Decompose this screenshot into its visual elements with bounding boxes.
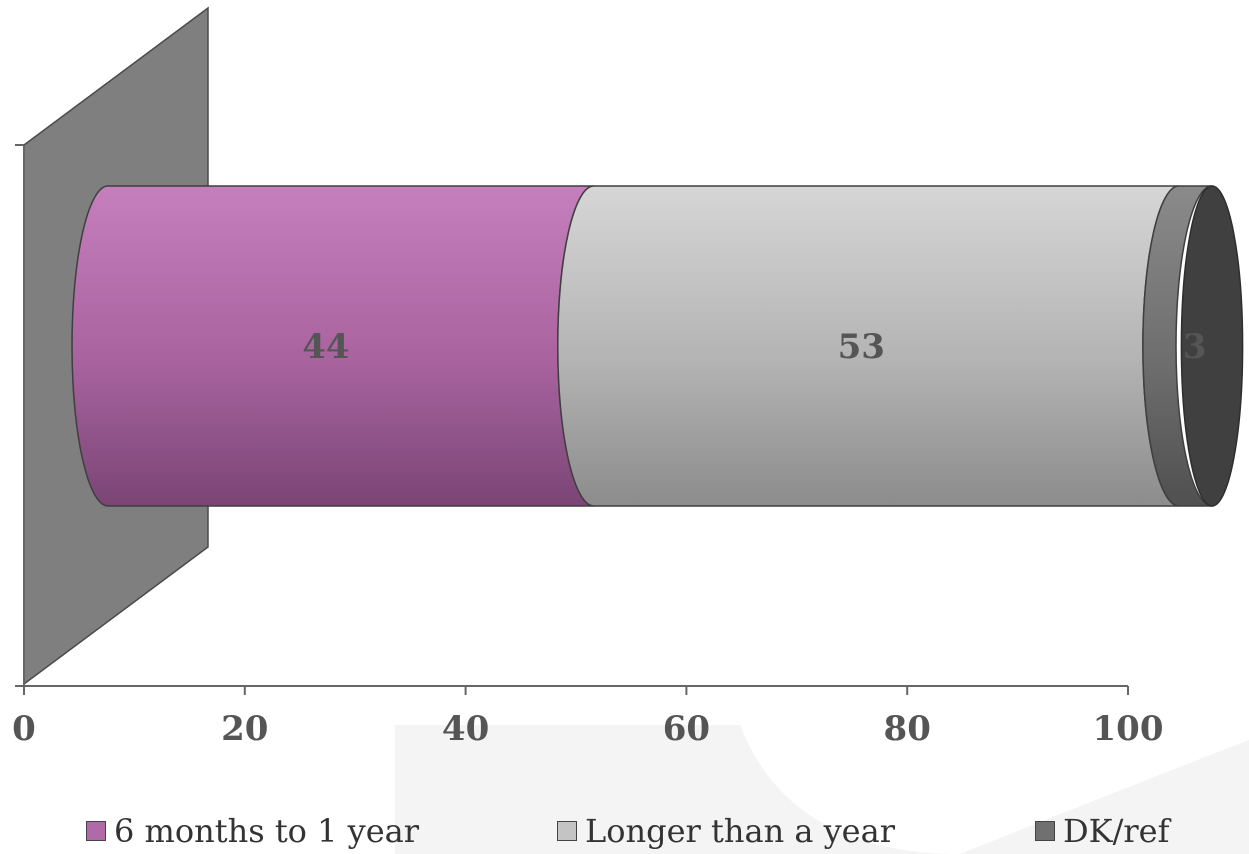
x-tick-label: 100 (1093, 709, 1164, 749)
legend-item-dk-ref: DK/ref (1035, 808, 1169, 854)
x-tick-label: 40 (442, 709, 489, 749)
legend-swatch-dk-ref (1035, 821, 1055, 841)
data-label-2: 3 (1183, 327, 1207, 367)
legend-label-6-months: 6 months to 1 year (114, 812, 420, 850)
watermark-shape (395, 725, 960, 854)
legend-label-longer-than-year: Longer than a year (585, 812, 895, 850)
legend-item-longer-than-year: Longer than a year (557, 808, 895, 854)
watermark-shape-right (960, 740, 1249, 854)
legend-item-6-months: 6 months to 1 year (86, 808, 419, 854)
legend-swatch-longer-than-year (557, 821, 577, 841)
bar-end-cap (1180, 185, 1244, 507)
legend: 6 months to 1 year Longer than a year DK… (0, 808, 1249, 854)
data-label-0: 44 (302, 327, 349, 367)
x-tick-label: 60 (663, 709, 710, 749)
data-label-1: 53 (838, 327, 885, 367)
legend-swatch-6-months (86, 821, 106, 841)
x-tick-label: 80 (884, 709, 931, 749)
legend-label-dk-ref: DK/ref (1063, 812, 1170, 850)
x-tick-label: 0 (12, 709, 36, 749)
x-tick-label: 20 (221, 709, 268, 749)
